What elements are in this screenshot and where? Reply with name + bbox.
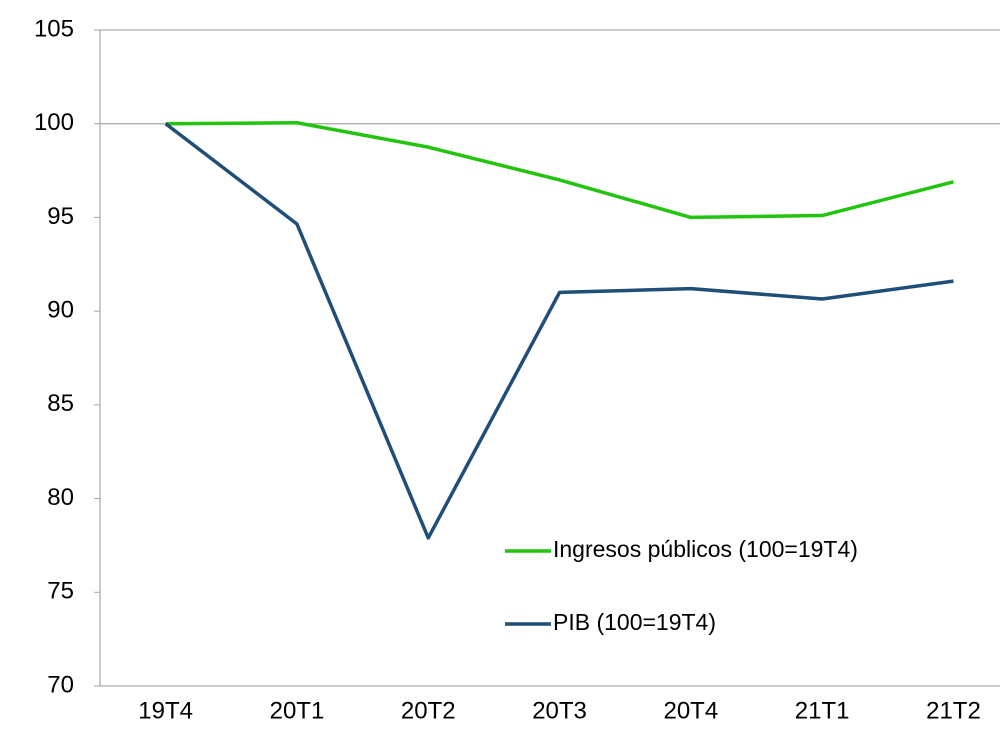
- x-tick-label: 19T4: [138, 697, 193, 724]
- y-tick-label: 75: [47, 578, 74, 605]
- x-tick-label: 20T3: [532, 697, 587, 724]
- x-tick-label: 21T1: [795, 697, 850, 724]
- data-line: [165, 121, 954, 220]
- legend: Ingresos públicos (100=19T4) PIB (100=19T…: [505, 536, 858, 635]
- x-tick-label: 20T1: [270, 697, 325, 724]
- x-tick-label: 20T2: [401, 697, 456, 724]
- y-tick-label: 90: [47, 296, 74, 323]
- y-tick-label: 70: [47, 671, 74, 698]
- legend-label: PIB (100=19T4): [553, 609, 716, 635]
- y-tick-label: 105: [34, 15, 74, 42]
- plot-area: [99, 29, 1000, 687]
- x-tick-label: 21T2: [926, 697, 981, 724]
- data-line: [164, 122, 954, 540]
- y-tick-label: 95: [47, 203, 74, 230]
- legend-label: Ingresos públicos (100=19T4): [553, 536, 858, 562]
- y-tick-label: 85: [47, 390, 74, 417]
- y-tick-label: 80: [47, 484, 74, 511]
- x-tick-label: 20T4: [663, 697, 718, 724]
- y-tick-label: 100: [34, 109, 74, 136]
